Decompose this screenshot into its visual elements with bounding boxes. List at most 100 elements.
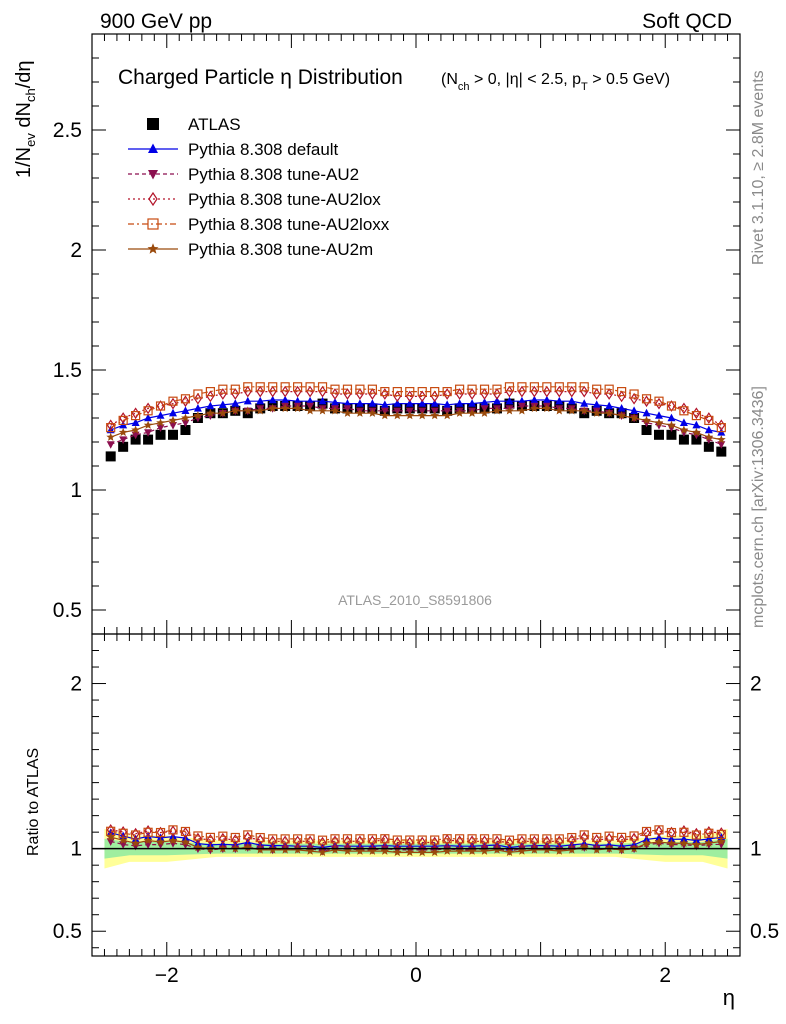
data-point [605, 401, 614, 410]
ratio-point [342, 834, 353, 844]
data-point [181, 419, 190, 428]
data-point [155, 429, 166, 440]
data-point [467, 408, 477, 417]
rivet-version-label: Rivet 3.1.10, ≥ 2.8M events [750, 70, 767, 265]
y-tick-label: 1.5 [53, 359, 82, 382]
ratio-point [330, 834, 340, 844]
ratio-point [554, 834, 564, 844]
data-point [455, 399, 464, 407]
ratio-point [393, 836, 402, 849]
data-point [505, 406, 514, 415]
data-point [105, 451, 116, 462]
data-point [468, 388, 476, 400]
legend-entry: Pythia 8.308 tune-AU2loxx [128, 215, 390, 234]
data-point [318, 396, 327, 405]
data-point [579, 382, 589, 392]
data-point [168, 396, 178, 406]
legend-marker [148, 191, 158, 207]
ratio-point [293, 834, 303, 844]
ratio-point [704, 834, 713, 843]
data-point [367, 384, 377, 394]
ratio-point [679, 834, 688, 843]
ratio-point [106, 828, 115, 836]
ratio-point [318, 847, 327, 856]
series-line [110, 405, 722, 445]
data-point [430, 390, 439, 403]
data-point [679, 425, 689, 434]
data-point [256, 385, 265, 398]
data-point [131, 431, 140, 440]
ratio-point [356, 835, 364, 848]
data-point [716, 446, 727, 457]
ratio-point [256, 834, 265, 846]
data-point [281, 385, 290, 398]
ratio-point [318, 836, 327, 849]
ratio-point [530, 845, 539, 854]
data-point [392, 411, 402, 420]
data-point [629, 389, 639, 399]
ratio-line [110, 829, 722, 841]
ratio-point [155, 827, 166, 838]
ratio-point [131, 838, 140, 847]
data-point [691, 411, 701, 421]
svg-text:1/Nev dNch/dη: 1/Nev dNch/dη [13, 60, 38, 178]
data-point [666, 429, 677, 440]
data-point [131, 425, 140, 434]
ratio-point [168, 836, 178, 845]
data-point [293, 396, 302, 405]
legend-label: Pythia 8.308 default [188, 140, 339, 159]
ratio-point [479, 834, 490, 844]
data-point [131, 418, 140, 426]
ratio-point [106, 832, 116, 841]
data-point [492, 406, 502, 415]
analysis-tag: ATLAS_2010_S8591806 [338, 592, 492, 608]
ratio-point [430, 847, 440, 857]
ratio-point [692, 836, 701, 844]
ratio-point [442, 846, 452, 855]
ratio-point [692, 840, 701, 849]
data-point [405, 387, 415, 397]
data-point [293, 382, 303, 392]
data-point [617, 404, 626, 412]
ratio-point [367, 834, 377, 844]
data-point [243, 382, 253, 392]
data-point [119, 436, 128, 444]
data-point [268, 382, 278, 392]
data-point [380, 388, 389, 400]
data-point [231, 399, 240, 407]
data-point [168, 429, 178, 440]
data-point [455, 384, 465, 394]
ratio-point [704, 828, 714, 838]
data-point [156, 411, 165, 419]
data-point [317, 382, 328, 392]
ratio-point [268, 845, 278, 854]
ratio-point [417, 847, 427, 857]
legend-label: Pythia 8.308 tune-AU2lox [188, 190, 381, 209]
data-point [193, 404, 202, 412]
data-point [604, 408, 614, 417]
y-tick-label: 2 [70, 239, 82, 262]
data-point [380, 387, 390, 397]
ratio-point [368, 846, 377, 855]
legend-marker [148, 170, 158, 180]
data-point [592, 384, 602, 394]
ratio-point [492, 845, 502, 854]
data-point [368, 399, 377, 407]
data-point [355, 408, 365, 417]
data-point [530, 395, 539, 404]
data-point [405, 411, 415, 420]
data-point [131, 411, 141, 421]
ratio-point [180, 826, 191, 837]
data-point [604, 384, 614, 394]
ratio-point [617, 832, 627, 843]
data-point [554, 382, 564, 392]
axes: −2 0 2 0.5 1 1.5 2 2.5 0.5 0.5 1 1 2 2 [53, 33, 779, 987]
series-4 [106, 382, 726, 433]
data-point [380, 411, 390, 420]
data-point [106, 423, 116, 433]
ratio-point [430, 835, 440, 845]
ratio-point [655, 833, 663, 842]
data-point [293, 403, 302, 413]
data-point [194, 392, 202, 405]
data-point [168, 415, 178, 425]
